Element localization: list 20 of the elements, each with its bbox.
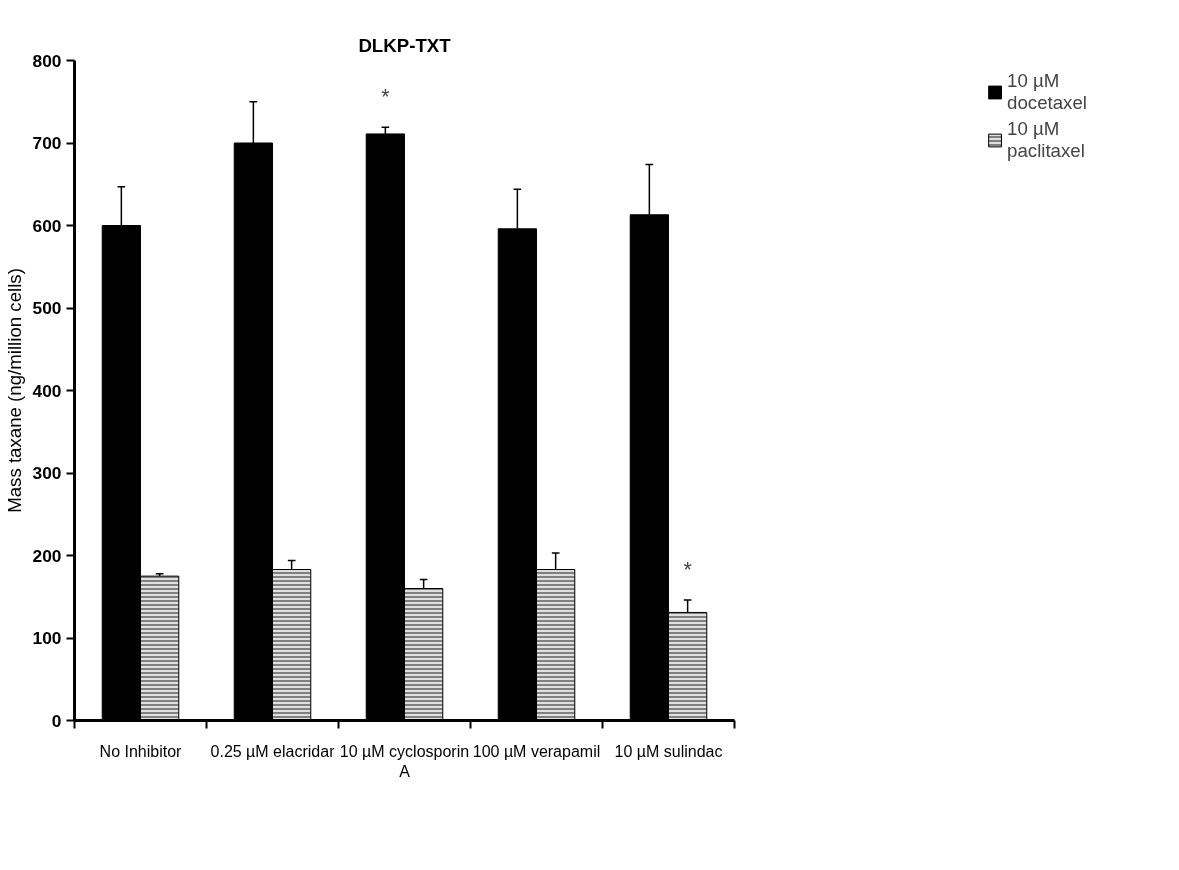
legend-label: 10 µM docetaxel	[1007, 70, 1087, 114]
x-tick-label: 10 µM sulindac	[614, 742, 723, 760]
y-tick-label: 100	[32, 628, 62, 648]
y-tick-label: 600	[32, 215, 62, 236]
y-axis-title: Mass taxane (ng/million cells)	[3, 268, 25, 513]
chart-title: DLKP-TXT	[358, 34, 452, 56]
y-tick-label: 0	[51, 710, 62, 731]
y-tick-label: 300	[32, 463, 62, 483]
x-tick-label: No Inhibitor	[99, 742, 183, 760]
x-tick-label: 100 µM verapamil	[472, 742, 601, 760]
x-tick-label: 10 µM cyclosporin A	[339, 742, 470, 780]
legend-label: 10 µM paclitaxel	[1007, 118, 1085, 162]
annotation: *	[683, 558, 692, 583]
y-tick-label: 800	[32, 50, 62, 71]
x-tick-label: 0.25 µM elacridar	[210, 742, 336, 760]
y-tick-label: 700	[32, 133, 62, 153]
y-tick-label: 200	[32, 545, 62, 566]
annotation: *	[381, 85, 390, 110]
y-tick-label: 500	[32, 298, 62, 318]
y-tick-label: 400	[32, 380, 62, 401]
